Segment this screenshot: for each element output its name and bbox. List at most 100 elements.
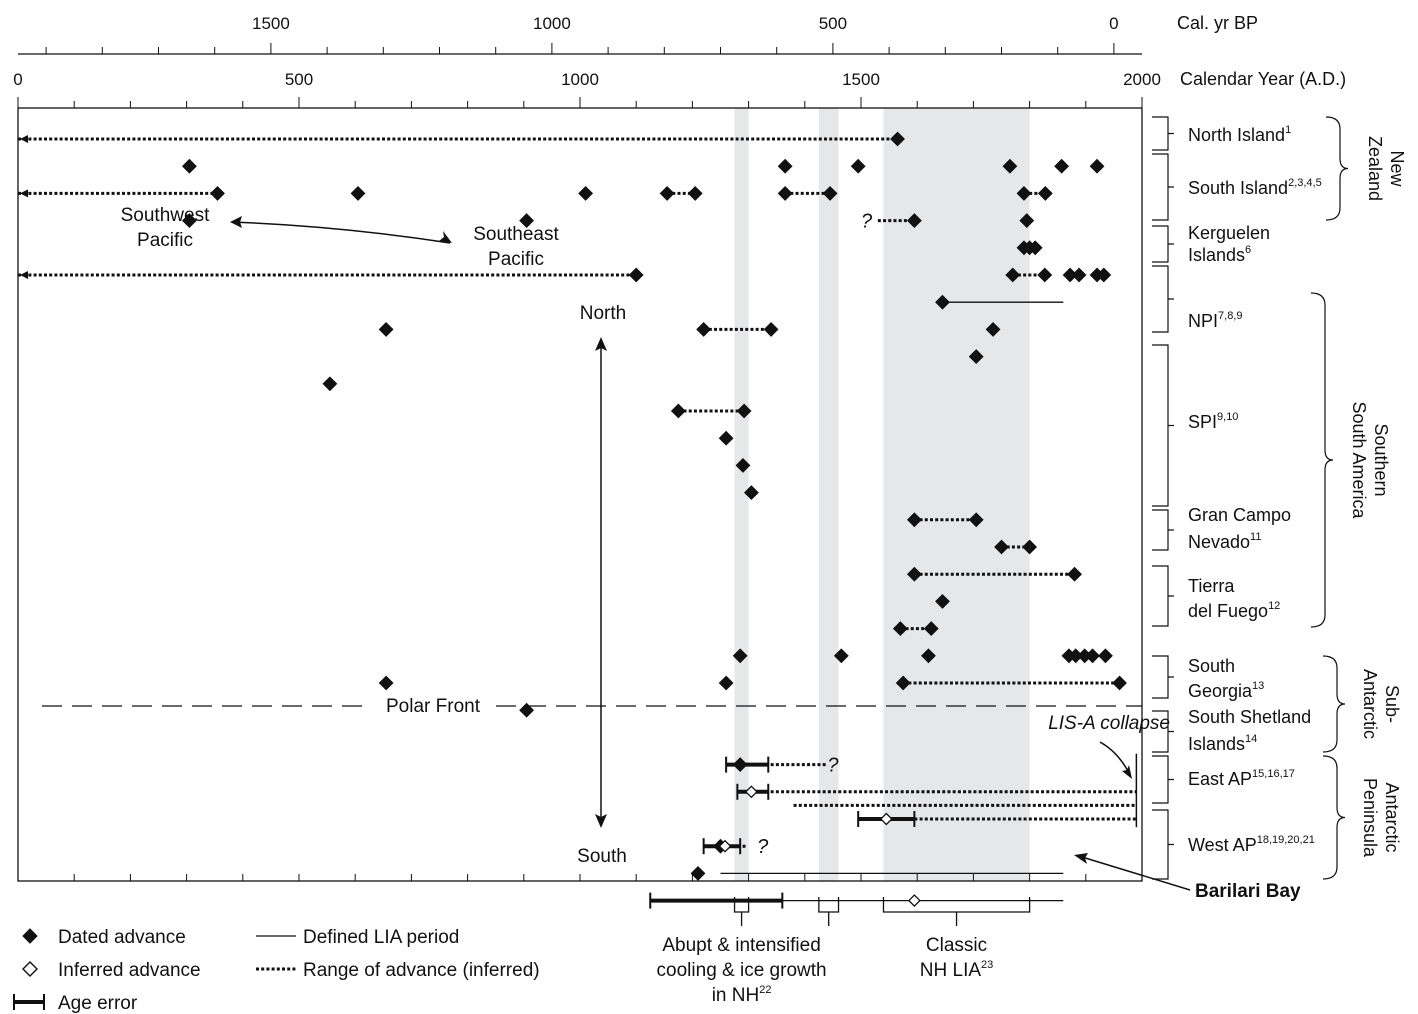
bottom-bracket [818, 897, 840, 926]
dated-advance-marker [732, 757, 748, 773]
dated-advance-marker [1027, 240, 1043, 256]
annotation-lis-collapse: LIS-A collapse [1048, 713, 1170, 734]
legend-error-label: Age error [58, 993, 138, 1014]
arrowhead [595, 814, 607, 828]
dated-advance-marker [687, 185, 703, 201]
region-bracket [1152, 755, 1174, 804]
dated-advance-marker [1022, 539, 1038, 555]
group-label: Sub-Antarctic [1360, 669, 1402, 739]
region-label: Georgia13 [1188, 680, 1264, 701]
region-label: Islands6 [1188, 244, 1251, 265]
inferred-advance-marker [744, 785, 758, 799]
arrowhead [230, 216, 242, 228]
region-label: South Shetland [1188, 707, 1311, 727]
bottom-bracket-label: in NH22 [712, 984, 772, 1006]
dated-advance-marker [1098, 648, 1113, 664]
dated-advance-marker [519, 702, 535, 718]
region-bracket [1152, 344, 1174, 507]
dated-advance-marker [968, 349, 984, 365]
annotation-polar-front: Polar Front [386, 696, 481, 717]
inferred-advance-marker [718, 839, 732, 853]
annotation-southeast: Southeast [473, 224, 559, 245]
region-bracket [1152, 809, 1174, 880]
range-lines [18, 135, 1138, 909]
region-bracket [1152, 565, 1174, 627]
group-bracket [1325, 116, 1349, 221]
dated-advance-marker [923, 621, 939, 637]
range-arrowhead [20, 271, 28, 279]
region-label: SPI9,10 [1188, 411, 1238, 432]
top-tick-label: 1000 [533, 14, 571, 33]
bottom-brackets: Abupt & intensified cooling & ice growth i… [657, 897, 1031, 1006]
dated-advance-marker [1054, 158, 1070, 174]
dated-advance-marker [743, 485, 759, 501]
dated-advance-marker [181, 213, 197, 229]
range-arrowhead [20, 135, 28, 143]
region-bracket [1152, 116, 1174, 151]
dated-advance-marker [1037, 267, 1053, 283]
region-label: South [1188, 656, 1235, 676]
barilari-arrow-line [1081, 856, 1191, 891]
dated-advance-marker [763, 321, 779, 337]
dated-advance-marker [732, 648, 748, 664]
group-label-line: Zealand [1365, 136, 1385, 201]
region-bracket [1152, 153, 1174, 221]
lis-arrow-line [1099, 741, 1130, 774]
inferred-advance-marker [879, 812, 893, 826]
group-bracket [1322, 655, 1346, 753]
dated-advance-marker [1085, 648, 1100, 664]
dated-advance-marker [833, 648, 849, 664]
dated-advance-marker [921, 648, 936, 664]
bottom-tick-label: 1000 [561, 70, 599, 89]
region-label: NPI7,8,9 [1188, 310, 1242, 331]
dated-advance-marker [378, 321, 394, 337]
legend-inferred-marker [22, 961, 38, 977]
region-label: del Fuego12 [1188, 600, 1280, 621]
inferred-advance-marker [907, 894, 921, 908]
top-tick-label: 0 [1109, 14, 1118, 33]
shaded-band [883, 108, 1030, 881]
bottom-bracket [882, 897, 1031, 926]
dated-advance-marker [1016, 185, 1032, 201]
region-bracket [1152, 225, 1174, 263]
top-tick-label: 1500 [252, 14, 290, 33]
region-brackets: North Island1 South Island2,3,4,5 Kerguele… [1152, 116, 1407, 880]
bottom-tick-label: 2000 [1123, 70, 1161, 89]
bottom-axis-label: Calendar Year (A.D.) [1180, 69, 1346, 89]
group-label-line: Southern [1371, 423, 1391, 496]
region-bracket [1152, 710, 1174, 753]
dated-advance-marker [578, 185, 594, 201]
dated-advance-marker [1071, 267, 1087, 283]
region-label: North Island1 [1188, 124, 1291, 145]
region-bracket [1152, 265, 1174, 333]
dated-advance-marker [1005, 267, 1021, 283]
region-label: East AP15,16,17 [1188, 768, 1295, 789]
dated-advance-marker [718, 430, 734, 446]
arrowhead [1122, 765, 1132, 779]
shaded-band [734, 108, 749, 881]
region-bracket [1152, 655, 1174, 699]
group-bracket [1322, 755, 1346, 880]
region-label: Nevado11 [1188, 531, 1261, 552]
advance-markers: ??? [181, 131, 1127, 908]
dated-advance-marker [350, 185, 366, 201]
question-mark: ? [861, 211, 873, 233]
group-label-line: Peninsula [1360, 778, 1380, 858]
dated-advance-marker [935, 294, 950, 310]
region-label: Gran Campo [1188, 505, 1291, 525]
question-mark: ? [757, 836, 769, 858]
bottom-bracket-label: Classic [926, 935, 987, 956]
legend-inferred-label: Inferred advance [58, 960, 201, 981]
dated-advance-marker [670, 403, 686, 419]
region-label: West AP18,19,20,21 [1188, 834, 1315, 855]
dated-advance-marker [378, 675, 394, 691]
annotation-southwest: Pacific [137, 230, 193, 251]
region-label: South Island2,3,4,5 [1188, 177, 1322, 198]
shaded-band [818, 108, 839, 881]
bottom-bracket-label: Abupt & intensified [662, 935, 820, 956]
annotation-barilari-bay: Barilari Bay [1195, 881, 1301, 902]
arrowhead [1074, 853, 1088, 864]
annotation-southeast: Pacific [488, 249, 544, 270]
